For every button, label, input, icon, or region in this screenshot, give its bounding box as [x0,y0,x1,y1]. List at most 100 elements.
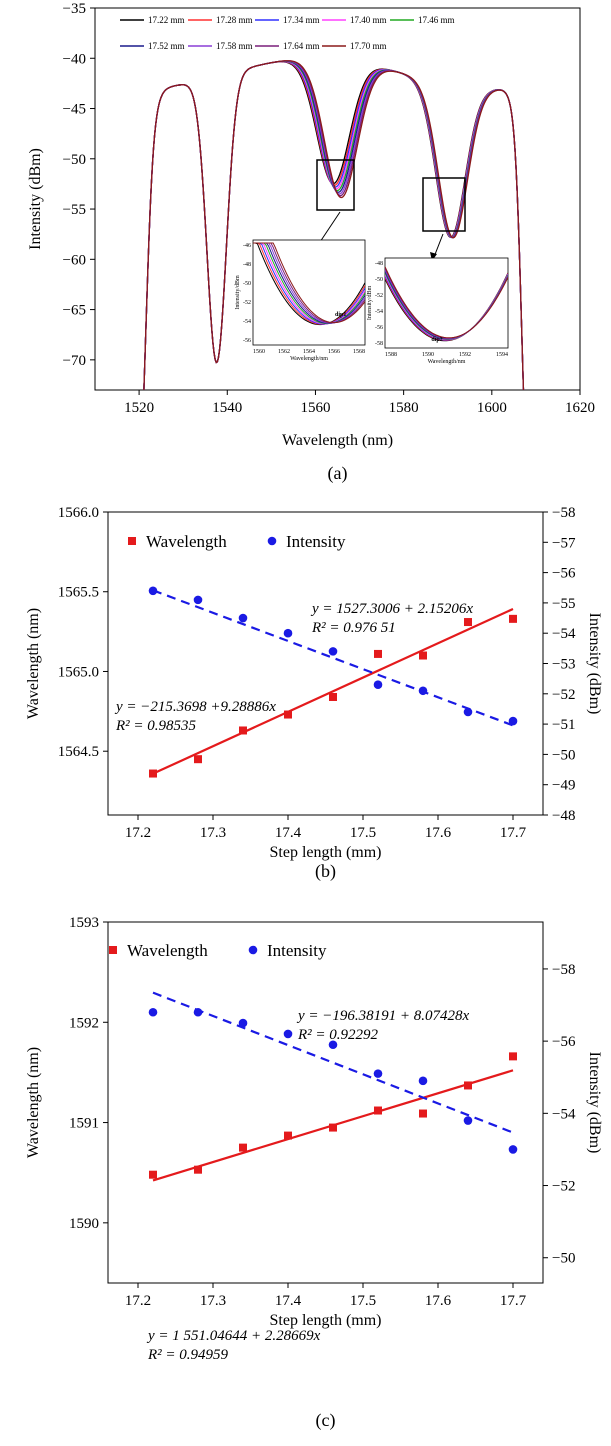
plot-b-point-wavelength [194,755,202,764]
plot-c-y2tick-label: −50 [552,1251,575,1267]
plot-a-ytick-label: −35 [63,1,86,17]
plot-b-xtick-label: 17.6 [425,825,452,841]
plot-c-ytick-label: 1592 [69,1015,99,1031]
inset-dip1-xtick-label: 1566 [328,349,340,355]
plot-c-point-wavelength [284,1131,292,1140]
plot-c-point-intensity [193,1007,203,1017]
inset-dip1-xtick-label: 1562 [278,349,290,355]
plot-c-legend-label-wavelength: Wavelength [127,941,208,960]
inset-dip1-xlabel: Wavelength/nm [290,356,328,362]
plot-b-ytick-label: 1565.5 [58,585,99,601]
plot-a-ytick-label: −70 [63,353,86,369]
plot-c-point-wavelength [374,1106,382,1115]
plot-a-xtick-label: 1520 [124,400,154,416]
inset-dip2-ytick-label: -50 [375,277,383,283]
plot-b-y2tick-label: −52 [552,687,575,703]
plot-c-point-intensity [373,1069,383,1078]
plot-c-xtick-label: 17.6 [425,1293,452,1309]
plot-c-legend-label-intensity: Intensity [267,941,327,960]
inset-dip1-xtick-label: 1564 [303,349,315,355]
inset-dip2-ytick-label: -48 [375,261,383,267]
plot-c-legend-swatch-wavelength [109,946,117,954]
legend-a-label: 17.70 mm [350,41,387,51]
plot-c-xtick-label: 17.7 [500,1293,527,1309]
plot-b-frame [107,511,544,816]
plot-b-point-wavelength [509,614,517,623]
legend-a-label: 17.52 mm [148,41,185,51]
inset-dip1-xtick-label: 1560 [253,349,265,355]
plot-b-y2tick-label: −57 [552,535,576,551]
plot-b-point-intensity [373,680,383,690]
inset-dip2-xtick-label: 1592 [459,352,471,358]
plot-a-ytick-label: −65 [63,303,86,319]
spectrum-line-17-70-mm [143,60,525,390]
inset-dip2-label: dip2 [431,337,442,343]
plot-b-y2tick-label: −49 [552,778,575,794]
plot-b-point-intensity [238,613,248,623]
plot-c-fit-equation: y = 1 551.04644 + 2.28669x [146,1328,321,1344]
inset-dip1-line [253,242,365,325]
inset-dip2-xtick-label: 1588 [385,352,397,358]
inset-dip2-ytick-label: -58 [375,341,383,347]
plot-a-xlabel: Wavelength (nm) [282,432,393,449]
plot-c-point-intensity [283,1029,293,1039]
plot-b-legend-swatch-intensity [267,536,277,546]
inset-dip1-line [253,242,365,324]
plot-c-point-wavelength [194,1165,202,1174]
legend-a-label: 17.28 mm [216,15,253,25]
inset-dip2-line [385,266,508,339]
plot-b-fit-intensity [152,589,514,727]
inset-dip1-ytick-label: -46 [243,243,251,249]
inset-dip1-xtick-label: 1568 [353,349,365,355]
plot-b-y2label: Intensity (dBm) [586,613,603,715]
plot-c-point-wavelength [149,1170,157,1179]
plot-c-point-wavelength [509,1052,517,1061]
plot-a-ytick-label: −50 [63,152,86,168]
plot-b-y2tick-label: −55 [552,596,575,612]
plot-c-ylabel: Wavelength (nm) [25,1047,42,1158]
plot-a-xtick-label: 1620 [565,400,595,416]
plot-c-point-intensity [418,1076,428,1086]
inset-dip1-line [253,242,365,325]
plot-b-point-intensity [148,586,158,596]
plot-b-ylabel: Wavelength (nm) [25,608,42,719]
zoom-box-dip1 [316,159,355,211]
plot-c-point-intensity [463,1116,473,1125]
plot-c-point-wavelength [464,1081,472,1090]
plot-c-xtick-label: 17.5 [350,1293,376,1309]
plot-b-point-wavelength [464,618,472,627]
legend-a-label: 17.46 mm [418,15,455,25]
plot-c-point-wavelength [419,1109,427,1118]
plot-b-point-wavelength [284,710,292,719]
inset-dip1-line [253,242,365,326]
plot-c-frame [107,921,544,1284]
inset-dip1-ylabel: Intensity/dBm [235,275,241,310]
inset-dip1-curves [253,242,365,326]
plot-b-point-intensity [418,686,428,696]
plot-c-y2tick-label: −56 [552,1034,576,1050]
plot-c-xtick-label: 17.3 [200,1293,226,1309]
plot-b-point-wavelength [149,769,157,778]
plot-b-y2tick-label: −54 [552,626,576,642]
inset-dip1-ytick-label: -54 [243,319,251,325]
panel-c-caption: (c) [316,1410,336,1431]
plot-b-xlabel: Step length (mm) [270,844,382,861]
plot-b-point-wavelength [419,651,427,660]
panel-b-caption: (b) [315,861,336,882]
plot-c-fit-r2: R² = 0.92292 [297,1027,379,1043]
zoom-arrow-dip2 [433,233,444,258]
plot-b-xtick-label: 17.7 [500,825,527,841]
plot-c-y2tick-label: −54 [552,1106,576,1122]
legend-a-label: 17.40 mm [350,15,387,25]
inset-dip2-xtick-label: 1590 [422,352,434,358]
plot-b-point-wavelength [374,649,382,658]
plot-b-fit-equation: y = −215.3698 +9.28886x [114,699,276,715]
plot-b-ytick-label: 1564.5 [58,744,99,760]
plot-c-point-intensity [148,1007,158,1017]
plot-b-point-intensity [193,595,203,605]
zoom-box-dip2 [422,177,466,232]
plot-c-xtick-label: 17.4 [275,1293,302,1309]
plot-b-y2tick-label: −48 [552,808,575,824]
legend-a-label: 17.58 mm [216,41,253,51]
